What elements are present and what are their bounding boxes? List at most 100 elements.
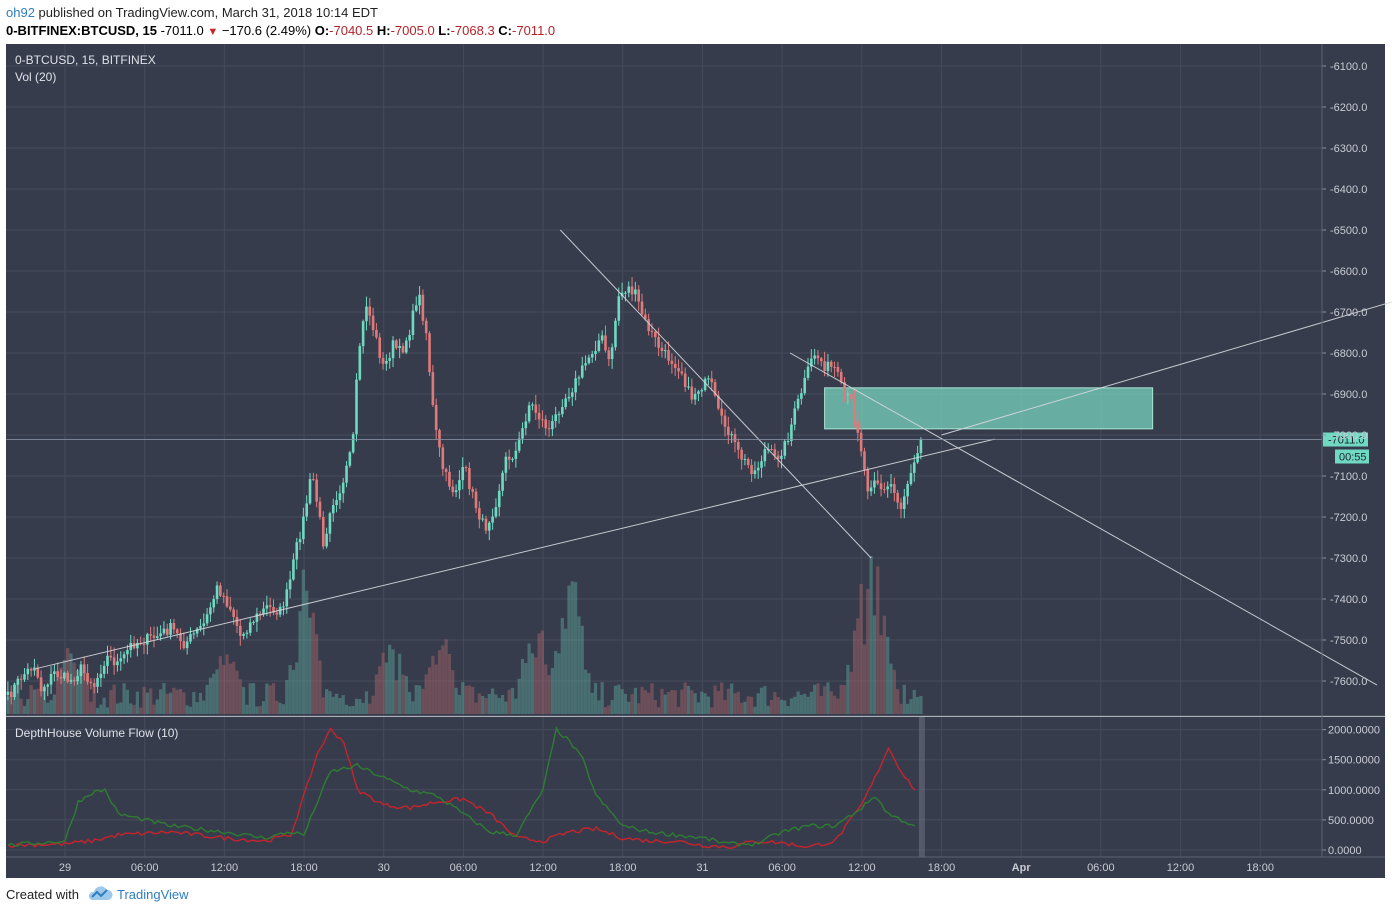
volume-bar: [560, 618, 564, 714]
candle-body: [800, 393, 803, 399]
ohlc-legend: 0-BITFINEX:BTCUSD, 15 -7011.0 ▼ −170.6 (…: [6, 23, 555, 38]
candle-body: [843, 382, 846, 395]
candle-body: [491, 516, 494, 523]
supply-zone[interactable]: [824, 387, 1154, 430]
candle-body: [776, 455, 780, 460]
candle-body: [385, 360, 388, 364]
candle-body: [345, 465, 348, 483]
candle-body: [657, 337, 660, 348]
candle-body: [624, 292, 627, 294]
volume-bar: [663, 694, 667, 714]
current-bar-highlight: [918, 717, 925, 857]
candle-body: [179, 633, 182, 642]
candle-body: [152, 635, 156, 638]
volume-bar: [325, 689, 329, 714]
volume-bar: [852, 630, 857, 714]
volume-bar: [368, 703, 372, 714]
volume-bar: [700, 691, 704, 714]
candle-body: [106, 655, 109, 666]
candle-body: [487, 522, 491, 531]
last-price-badge: [1323, 432, 1368, 447]
volume-bar: [288, 665, 292, 714]
volume-bar: [550, 667, 554, 714]
volume-bar: [889, 663, 893, 714]
volume-bar: [530, 653, 535, 714]
trendlines[interactable]: [35, 229, 1392, 686]
candle-body: [43, 686, 46, 692]
candle-body: [760, 461, 763, 468]
candle-body: [670, 360, 674, 364]
volume-bar: [517, 678, 521, 714]
candle-body: [262, 608, 265, 615]
volume-bar: [248, 683, 252, 714]
volume-bar: [666, 692, 671, 714]
candle-body: [826, 361, 830, 371]
candle-body: [590, 354, 594, 358]
candle-body: [677, 368, 680, 372]
volume-bar: [374, 674, 379, 714]
candle-body: [272, 606, 275, 613]
candle-body: [810, 358, 813, 367]
volume-bar: [753, 706, 757, 714]
volume-bar: [759, 687, 764, 714]
candle-body: [29, 668, 33, 671]
volume-bar: [149, 688, 153, 714]
tradingview-link[interactable]: TradingView: [117, 887, 189, 902]
volume-bar: [417, 685, 422, 714]
volume-bar: [388, 644, 392, 714]
volume-bar: [726, 688, 730, 714]
grid-lines: [6, 44, 1322, 857]
volume-bar: [882, 615, 886, 714]
volume-bar: [431, 655, 435, 714]
author-link[interactable]: oh92: [6, 5, 35, 20]
volume-bar: [580, 625, 584, 714]
indicator-axis-label: 2000.0000: [1328, 725, 1380, 737]
candle-body: [909, 472, 913, 485]
high-label: H:: [373, 23, 391, 38]
volume-bar: [99, 704, 103, 714]
volume-bar: [603, 707, 608, 714]
price-axis-label: -6700.0: [1330, 307, 1367, 319]
tradingview-cloud-icon[interactable]: [86, 884, 114, 904]
green-flow-line: [7, 725, 916, 847]
volume-bar: [401, 674, 405, 714]
candle-body: [849, 394, 853, 400]
candle-body: [358, 346, 362, 380]
volume-bar: [574, 582, 578, 714]
candle-body: [66, 672, 69, 682]
volume-bar: [451, 670, 455, 714]
volume-bar: [783, 700, 787, 714]
candle-body: [574, 378, 577, 393]
candle-body: [687, 386, 690, 388]
volume-bar: [334, 693, 339, 714]
volume-bars: [6, 556, 923, 714]
volume-bar: [139, 707, 143, 714]
volume-bar: [657, 707, 661, 714]
volume-bar: [484, 697, 488, 714]
candle-body: [717, 395, 720, 409]
high-value: -7005.0: [390, 23, 435, 38]
candle-body: [444, 469, 448, 472]
volume-bar: [205, 684, 209, 714]
candle-body: [136, 642, 139, 649]
candle-body: [833, 366, 836, 368]
volume-bar: [251, 683, 256, 714]
candle-body: [627, 286, 631, 293]
volume-bar: [281, 704, 286, 714]
candle-body: [395, 340, 398, 349]
volume-bar: [398, 653, 402, 714]
candle-body: [723, 415, 727, 427]
volume-bar: [564, 628, 568, 714]
volume-bar: [182, 692, 186, 714]
price-axis-label: -7000.0: [1330, 430, 1367, 442]
candle-body: [82, 664, 86, 673]
candle-body: [122, 654, 126, 659]
price-axis-label: -6800.0: [1330, 348, 1367, 360]
candle-body: [733, 434, 737, 443]
volume-bar: [524, 662, 528, 714]
candle-body: [146, 634, 149, 645]
candle-body: [401, 345, 405, 353]
chart-canvas[interactable]: -7011.0 00:55 -6100.0 -6200.0 -6300.0 -6400.…: [0, 44, 1392, 878]
volume-bar: [444, 639, 448, 714]
volume-bar: [424, 674, 428, 714]
